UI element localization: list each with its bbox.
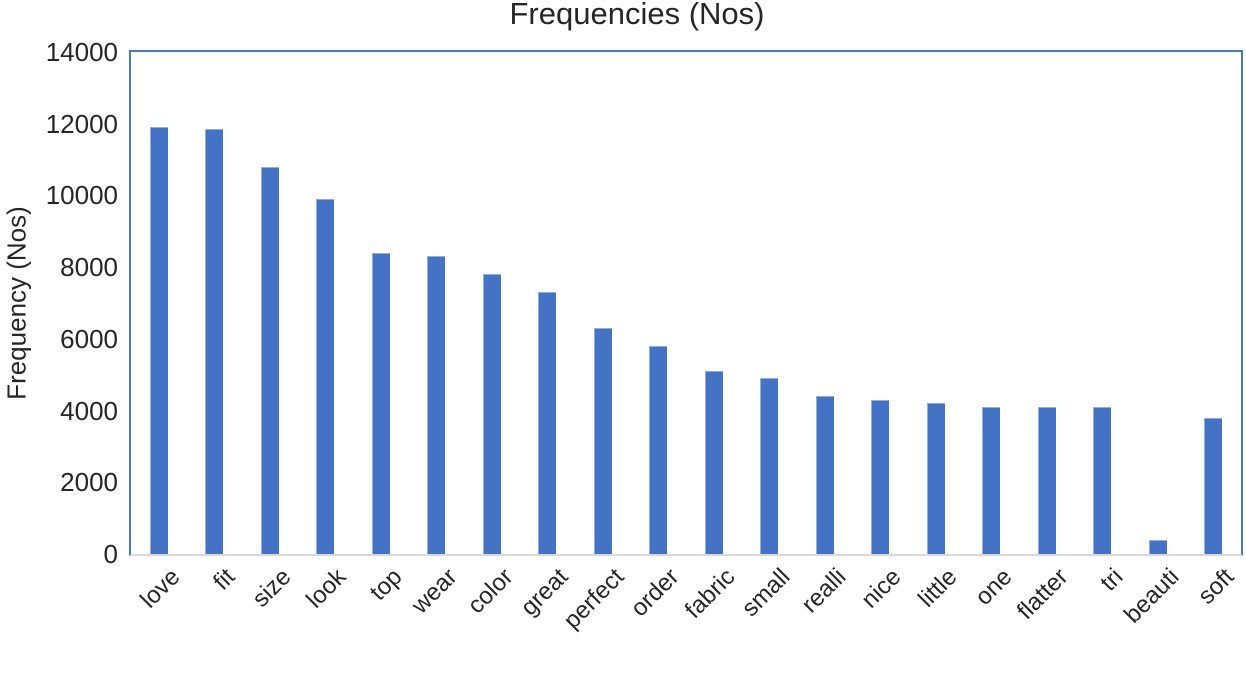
bar-little (926, 403, 945, 554)
bar-love (149, 127, 168, 554)
bar-fabric (704, 371, 723, 554)
bar-order (649, 346, 668, 554)
bar-small (760, 378, 779, 554)
bar-realli (815, 396, 834, 554)
y-tick-label: 4000 (60, 395, 118, 426)
bar-wear (427, 256, 446, 554)
chart-title: Frequencies (Nos) (509, 0, 765, 31)
bar-soft (1204, 417, 1223, 554)
y-tick-label: 2000 (60, 467, 118, 498)
y-tick-label: 6000 (60, 323, 118, 354)
bar-look (316, 199, 335, 554)
bar-size (260, 166, 279, 554)
y-tick-label: 12000 (45, 108, 118, 139)
bar-color (482, 274, 501, 554)
plot-area (129, 50, 1243, 556)
bar-tri (1093, 406, 1112, 554)
bar-great (538, 292, 557, 554)
bar-beauti (1148, 539, 1167, 554)
bar-perfect (593, 328, 612, 554)
bar-one (982, 406, 1001, 554)
bar-top (371, 252, 390, 554)
y-axis-title: Frequency (Nos) (1, 206, 32, 400)
y-tick-label: 10000 (45, 180, 118, 211)
bar-nice (871, 399, 890, 554)
bar-fit (205, 129, 224, 554)
y-tick-label: 0 (103, 539, 118, 569)
y-tick-label: 14000 (45, 37, 118, 67)
bar-flatter (1037, 406, 1056, 554)
y-tick-label: 8000 (60, 252, 118, 283)
